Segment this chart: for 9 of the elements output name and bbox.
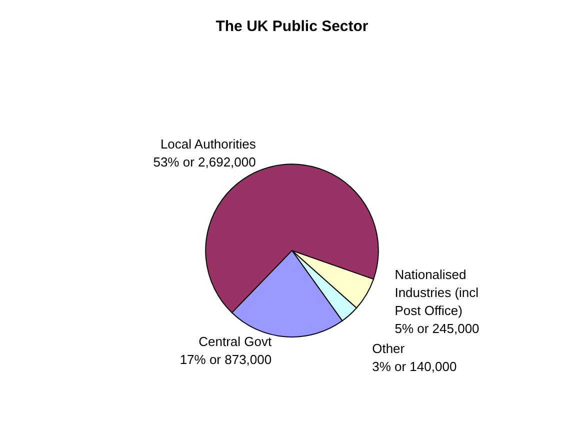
slice-label: Nationalised Industries (incl Post Office): [394, 267, 482, 318]
slice-label: Other: [372, 341, 406, 356]
data-label: 3% or 140,000: [372, 359, 457, 374]
data-label: 5% or 245,000: [394, 321, 480, 336]
data-label: 53% or 2,692,000: [153, 154, 256, 170]
data-label: 17% or 873,000: [180, 352, 272, 368]
slice-label: Central Govt: [198, 334, 272, 350]
chart-title: The UK Public Sector: [216, 18, 368, 35]
slice-label: Local Authorities: [160, 136, 256, 152]
